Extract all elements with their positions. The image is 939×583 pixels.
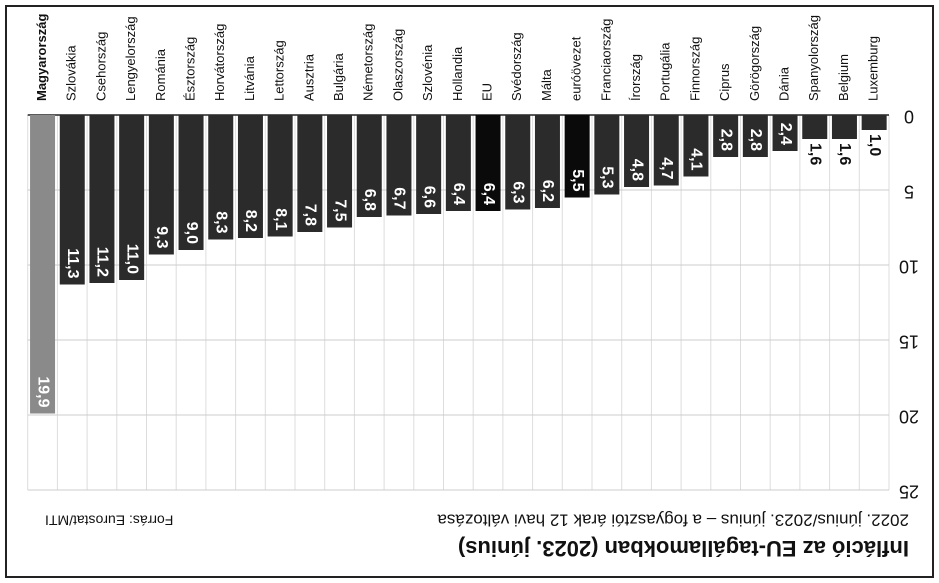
value-label: 6,6 (420, 186, 437, 208)
x-tick-label: Észtország (182, 37, 197, 101)
y-tick-label: 5 (904, 181, 914, 201)
value-label: 9,3 (153, 226, 170, 248)
value-label: 19,9 (34, 376, 51, 407)
x-tick-label: Szlovákia (64, 45, 79, 101)
value-label: 1,0 (866, 134, 883, 156)
x-tick-label: Csehország (93, 32, 108, 101)
value-label: 7,5 (331, 199, 348, 221)
value-label: 1,6 (836, 143, 853, 165)
value-label: 2,8 (717, 129, 734, 151)
x-tick-label: EU (479, 83, 494, 101)
chart-subtitle: 2022. június/2023. június – a fogyasztói… (437, 511, 909, 530)
chart-title: Infláció az EU-tagállamokban (2023. júni… (458, 536, 909, 561)
rotated-chart: Infláció az EU-tagállamokban (2023. júni… (6, 6, 933, 577)
x-tick-label: Franciaország (598, 19, 613, 101)
y-tick-label: 20 (899, 406, 919, 426)
value-label: 4,8 (628, 159, 645, 181)
x-tick-label: Hollandia (450, 46, 465, 101)
frame (6, 6, 933, 577)
value-label: 5,3 (599, 166, 616, 188)
value-label: 6,2 (539, 180, 556, 202)
x-tick-label: Málta (539, 68, 554, 101)
value-label: 2,4 (777, 123, 794, 145)
y-tick-label: 0 (904, 106, 914, 126)
value-label: 2,8 (747, 129, 764, 151)
chart-source: Forrás: Eurostat/MTI (45, 512, 173, 528)
x-tick-label: Bulgária (331, 53, 346, 101)
x-tick-label: Lengyelország (123, 16, 138, 101)
x-tick-label: Spanyolország (806, 15, 821, 101)
value-label: 11,0 (123, 244, 140, 274)
value-label: 7,8 (302, 204, 319, 226)
x-tick-label: Görögország (747, 26, 762, 101)
value-label: 4,7 (658, 157, 675, 179)
y-tick-label: 15 (899, 331, 919, 351)
value-label: 5,5 (569, 169, 586, 191)
value-label: 1,6 (807, 143, 824, 165)
x-tick-label: Svédország (509, 32, 524, 101)
x-tick-label: Magyarország (34, 14, 49, 101)
x-tick-label: Románia (153, 48, 168, 101)
value-label: 6,4 (450, 183, 467, 205)
bar (30, 115, 55, 414)
bar (802, 115, 827, 139)
value-label: 6,4 (480, 183, 497, 205)
x-tick-label: Lettország (272, 40, 287, 101)
x-tick-label: Ausztria (301, 53, 316, 101)
value-label: 4,1 (688, 148, 705, 170)
value-label: 8,2 (242, 210, 259, 232)
x-tick-label: Litvánia (242, 55, 257, 101)
value-label: 8,3 (213, 211, 230, 233)
value-label: 8,1 (272, 208, 289, 230)
x-tick-label: Dánia (776, 66, 791, 101)
y-tick-label: 25 (899, 481, 919, 501)
y-tick-label: 10 (899, 256, 919, 276)
value-label: 6,3 (510, 181, 527, 203)
chart: Infláció az EU-tagállamokban (2023. júni… (0, 0, 939, 583)
value-label: 6,7 (391, 187, 408, 209)
value-label: 6,8 (361, 189, 378, 211)
x-tick-label: Portugália (658, 42, 673, 101)
x-tick-label: Luxemburg (866, 36, 881, 101)
value-label: 11,3 (64, 248, 81, 278)
x-tick-label: Ciprus (717, 63, 732, 101)
x-tick-label: Horvátország (212, 24, 227, 101)
x-tick-label: euróövezet (569, 36, 584, 101)
bar (862, 115, 887, 130)
x-tick-label: Németország (361, 24, 376, 101)
value-label: 9,0 (183, 222, 200, 244)
x-tick-label: Belgium (836, 54, 851, 101)
x-tick-label: Írország (628, 54, 643, 101)
x-tick-label: Olaszország (390, 29, 405, 101)
bar (832, 115, 857, 139)
x-tick-label: Szlovénia (420, 44, 435, 101)
value-label: 11,2 (94, 247, 111, 277)
x-tick-label: Finnország (687, 37, 702, 101)
